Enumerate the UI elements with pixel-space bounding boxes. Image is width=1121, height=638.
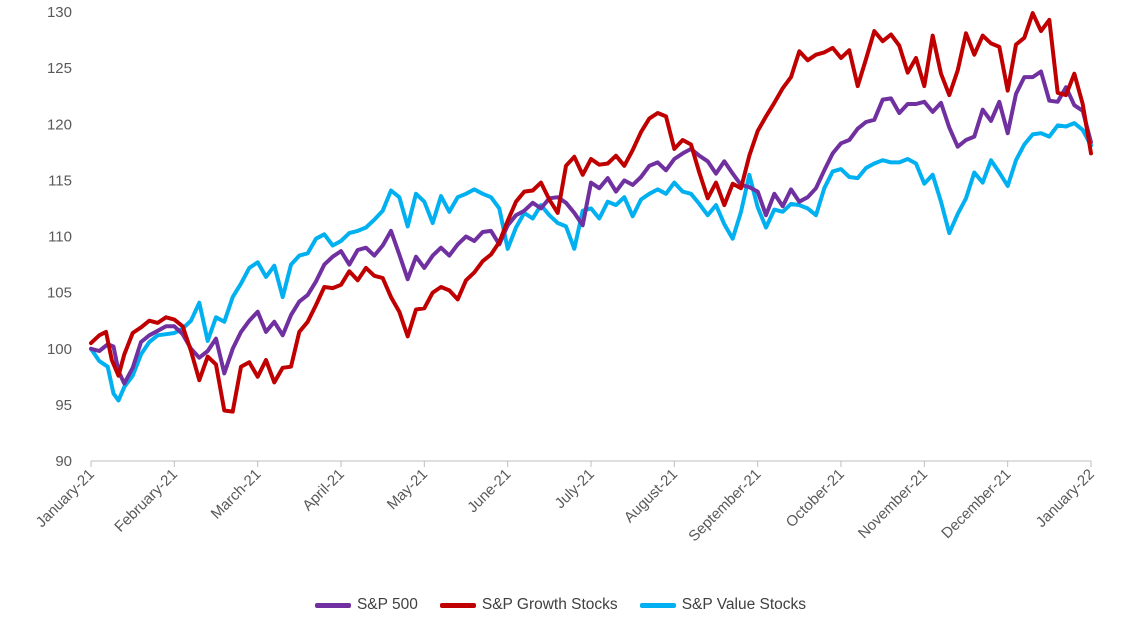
- y-tick-label: 115: [48, 172, 72, 189]
- y-tick-label: 100: [47, 341, 72, 358]
- x-tick-label: December-21: [938, 466, 1014, 542]
- legend-item-sp500: S&P 500: [314, 596, 418, 614]
- legend-label-value: S&P Value Stocks: [681, 596, 807, 613]
- line-chart: 90 95 100 105 110 115 120 125 130 January-21 Febr…: [33, 4, 1098, 545]
- y-tick-label: 105: [47, 285, 72, 302]
- series-line-1: [89, 11, 1093, 414]
- y-axis-ticks: 90 95 100 105 110 115 120 125 130: [47, 4, 72, 470]
- legend-swatch-value: [639, 602, 676, 608]
- x-tick-label: November-21: [855, 466, 931, 542]
- y-tick-label: 125: [47, 60, 72, 77]
- legend-label-sp500: S&P 500: [356, 596, 418, 613]
- y-tick-label: 95: [55, 397, 72, 414]
- x-tick-label: January-21: [33, 466, 98, 531]
- y-tick-label: 110: [48, 229, 72, 246]
- legend: S&P 500 S&P Growth Stocks S&P Value Stoc…: [0, 596, 1121, 614]
- x-tick-label: September-21: [685, 466, 764, 545]
- x-tick-label: April-21: [299, 466, 348, 515]
- legend-item-growth: S&P Growth Stocks: [439, 596, 618, 614]
- series-lines: [89, 11, 1093, 414]
- x-tick-label: February-21: [111, 466, 181, 536]
- x-axis: January-21 February-21 March-21 April-21 May…: [33, 460, 1098, 545]
- x-tick-label: July-21: [552, 466, 598, 512]
- series-line-0: [89, 69, 1093, 386]
- y-tick-label: 120: [47, 116, 72, 133]
- x-tick-label: January-22: [1033, 466, 1098, 531]
- y-tick-label: 90: [55, 453, 72, 470]
- series-line-2: [89, 121, 1093, 403]
- legend-swatch-growth: [439, 602, 476, 608]
- y-tick-label: 130: [47, 4, 72, 21]
- legend-item-value: S&P Value Stocks: [639, 596, 807, 614]
- x-tick-label: March-21: [208, 466, 265, 523]
- legend-label-growth: S&P Growth Stocks: [481, 596, 618, 613]
- x-tick-label: August-21: [621, 466, 681, 526]
- x-tick-label: May-21: [384, 466, 431, 513]
- x-tick-label: June-21: [464, 466, 514, 516]
- legend-swatch-sp500: [314, 602, 351, 608]
- x-tick-label: October-21: [783, 466, 848, 531]
